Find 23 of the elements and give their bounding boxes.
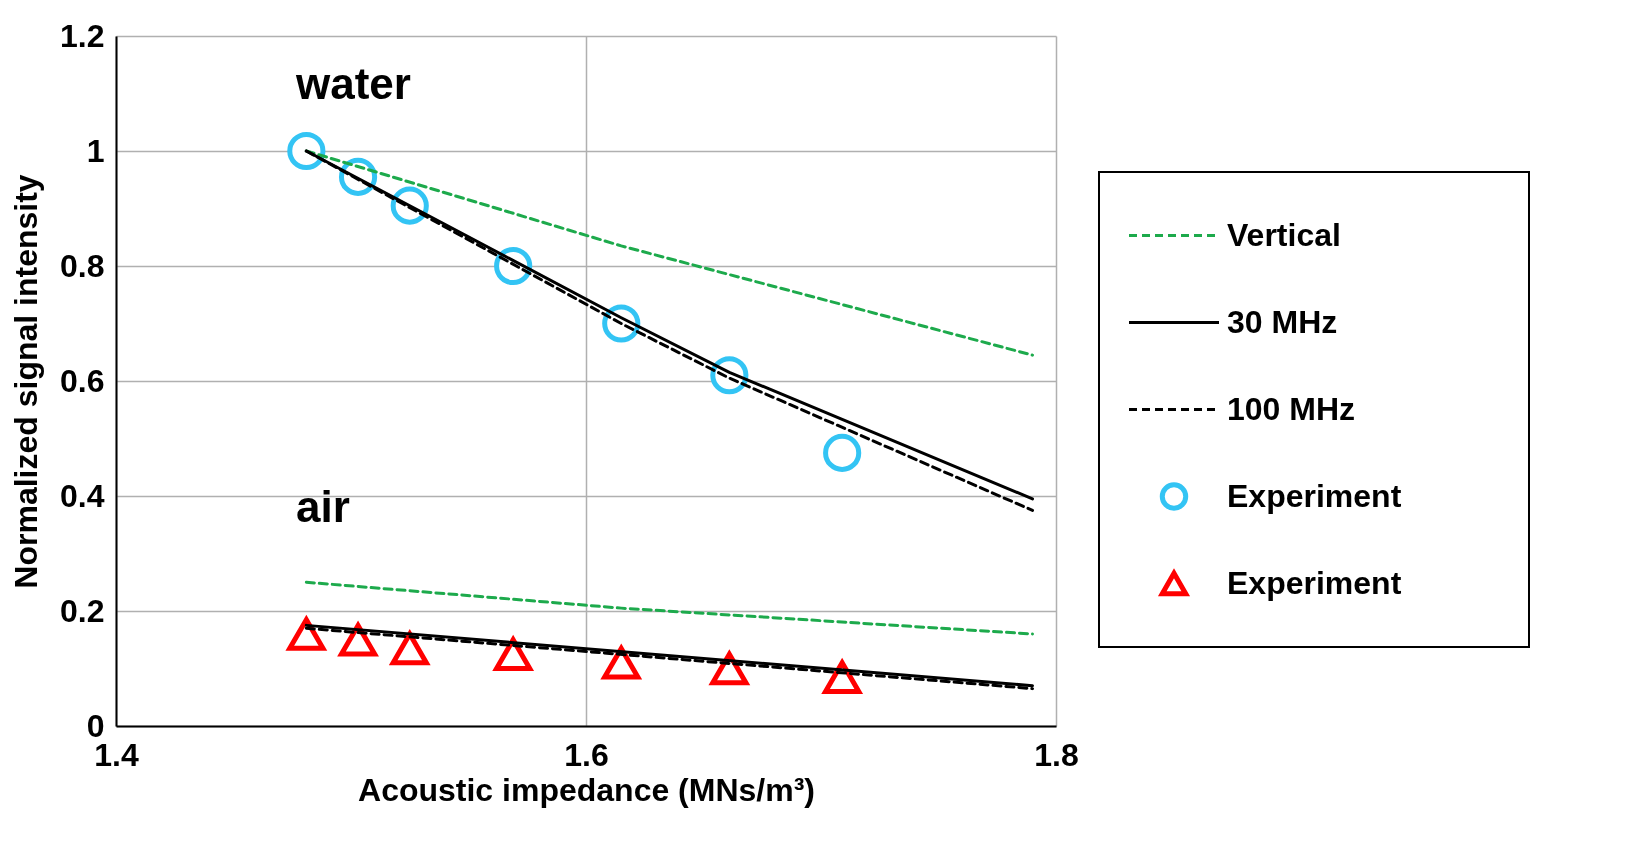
legend-label: 100 MHz <box>1227 390 1356 427</box>
legend-label: 30 MHz <box>1227 303 1338 340</box>
y-tick-label: 0.2 <box>60 592 105 629</box>
legend-label: Vertical <box>1227 216 1341 253</box>
x-tick-label: 1.6 <box>564 736 609 773</box>
y-tick-label: 1 <box>86 132 105 169</box>
point <box>337 620 379 657</box>
y-axis-title: Normalized signal intensity <box>8 174 45 589</box>
point <box>708 649 751 686</box>
y-tick-label: 0.4 <box>60 477 105 514</box>
point <box>287 131 326 171</box>
annotation: air <box>296 482 350 531</box>
point <box>600 643 642 680</box>
x-axis-title: Acoustic impedance (MNs/m³) <box>358 771 815 808</box>
y-tick-label: 0.8 <box>60 247 105 284</box>
annotation: water <box>295 59 411 108</box>
point <box>823 433 862 472</box>
y-tick-label: 1.2 <box>60 17 105 54</box>
legend-label: Experiment <box>1227 564 1402 601</box>
point <box>389 629 431 666</box>
x-tick-label: 1.8 <box>1034 736 1079 773</box>
legend-label: Experiment <box>1227 477 1402 514</box>
y-tick-label: 0.6 <box>60 362 105 399</box>
